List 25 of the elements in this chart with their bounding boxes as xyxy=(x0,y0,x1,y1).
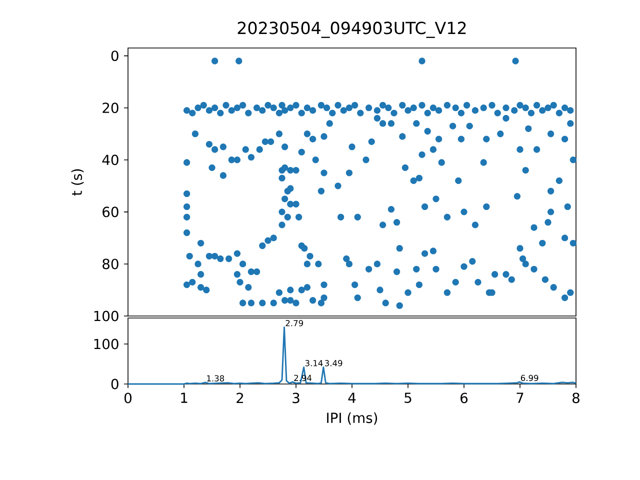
y-tick-label: 0 xyxy=(111,50,118,62)
annotation: 2.79 xyxy=(286,320,303,326)
x-tick-label: 1 xyxy=(181,392,188,403)
y-tick-label: 20 xyxy=(102,102,118,114)
y-tick-label: 100 xyxy=(94,338,118,350)
y-axis-title: t (s) xyxy=(71,169,84,196)
y-tick-label: 100 xyxy=(94,310,118,322)
x-tick-label: 6 xyxy=(460,392,468,404)
x-tick-label: 5 xyxy=(404,392,412,404)
annotation: 3.49 xyxy=(325,360,342,366)
y-tick-label: 0 xyxy=(111,378,118,390)
annotation: 6.99 xyxy=(520,374,538,382)
x-tick-label: 3 xyxy=(292,392,300,404)
annotation: 3.14 xyxy=(305,360,323,366)
chart-title: 20230504_094903UTC_V12 xyxy=(238,22,466,38)
x-tick-label: 0 xyxy=(124,392,132,404)
x-tick-label: 8 xyxy=(572,392,580,404)
y-tick-label: 40 xyxy=(102,154,118,166)
x-tick-label: 7 xyxy=(516,392,524,403)
annotation: 1.38 xyxy=(207,375,224,382)
x-tick-label: 2 xyxy=(236,392,244,404)
x-tick-label: 4 xyxy=(348,392,356,403)
x-axis-title: IPI (ms) xyxy=(327,412,378,425)
y-tick-label: 80 xyxy=(102,258,118,270)
y-tick-label: 60 xyxy=(102,206,118,218)
